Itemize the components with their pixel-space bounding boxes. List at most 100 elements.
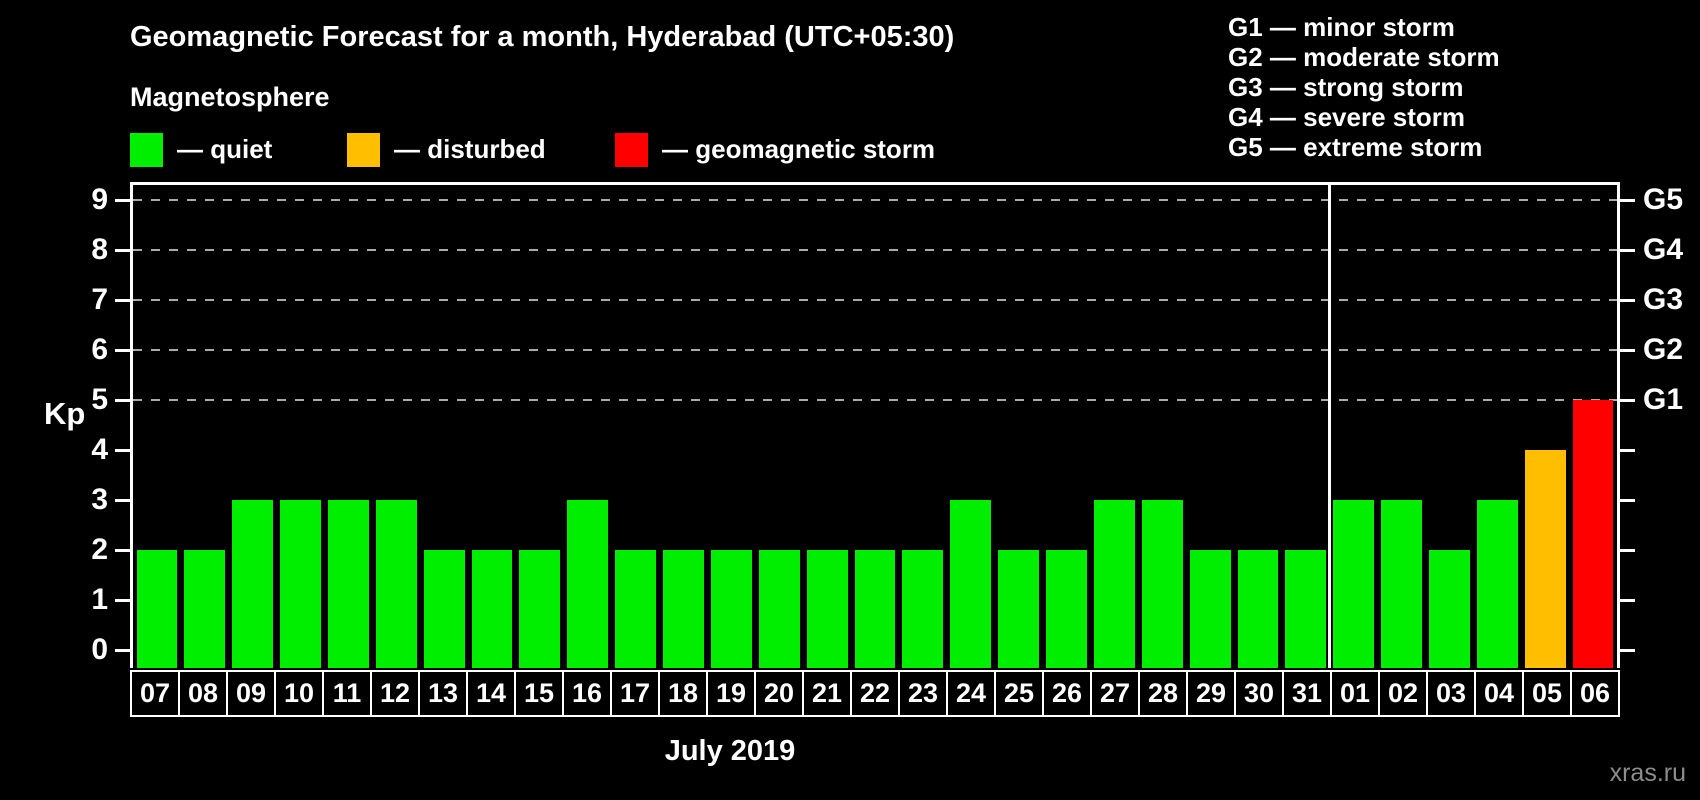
gridline-kp7 xyxy=(133,299,1617,301)
day-label: 26 xyxy=(1042,670,1092,717)
bar xyxy=(136,550,178,668)
bar xyxy=(1524,450,1566,668)
y-tick-label: 9 xyxy=(91,183,108,216)
bar xyxy=(1141,500,1183,668)
y-axis-tick xyxy=(115,648,130,652)
watermark: xras.ru xyxy=(1609,759,1686,787)
day-label: 18 xyxy=(658,670,708,717)
quiet-color-swatch xyxy=(130,132,163,167)
y-axis-tick xyxy=(115,198,130,202)
g-level-label: G1 xyxy=(1643,383,1684,416)
y-axis-tick xyxy=(115,548,130,552)
storm-label: — geomagnetic storm xyxy=(662,134,936,164)
bar xyxy=(902,550,944,668)
g-level-label: G5 xyxy=(1643,183,1684,216)
y-axis-tick-right xyxy=(1620,348,1635,352)
bar xyxy=(232,500,274,668)
magnetosphere-legend-heading: Magnetosphere xyxy=(130,82,330,112)
legend-item-disturbed: — disturbed xyxy=(347,131,546,168)
bar xyxy=(1572,400,1614,668)
storm-color-swatch xyxy=(615,132,648,167)
bar xyxy=(375,500,417,668)
bar xyxy=(615,550,657,668)
quiet-label: — quiet xyxy=(177,134,273,164)
bar xyxy=(280,500,321,668)
bar xyxy=(567,500,609,668)
plot-area: 0 1 2 3 4 5 6 7 8 9 G1 G2 G3 G4 G5 07 08 09 10 11 12 13 14 15 16… xyxy=(91,182,1683,717)
y-axis-tick xyxy=(115,448,130,452)
y-tick-label: 0 xyxy=(91,633,108,666)
bar xyxy=(423,550,465,668)
y-tick-label: 2 xyxy=(91,533,108,566)
day-label: 16 xyxy=(562,670,612,717)
gridline-kp9 xyxy=(133,199,1617,201)
g3-legend-line: G3 — strong storm xyxy=(1228,72,1464,102)
day-label: 15 xyxy=(514,670,564,717)
g-level-label: G2 xyxy=(1643,333,1684,366)
y-tick-label: 8 xyxy=(91,233,108,266)
bar xyxy=(1093,500,1135,668)
y-axis-tick xyxy=(115,298,130,302)
g2-legend-line: G2 — moderate storm xyxy=(1228,42,1500,72)
y-tick-label: 4 xyxy=(91,433,108,466)
g-scale-legend: G1 — minor storm G2 — moderate storm G3 … xyxy=(1228,12,1500,162)
day-label: 05 xyxy=(1522,670,1572,717)
bar xyxy=(1285,550,1327,668)
day-label: 06 xyxy=(1570,670,1620,717)
bar xyxy=(806,550,848,668)
bar xyxy=(327,500,369,668)
day-label: 20 xyxy=(754,670,804,717)
day-label: 04 xyxy=(1474,670,1524,717)
g-level-label: G4 xyxy=(1643,233,1684,266)
day-label: 27 xyxy=(1090,670,1140,717)
y-axis-tick-right xyxy=(1620,448,1635,452)
day-label: 01 xyxy=(1330,670,1380,717)
day-label: 31 xyxy=(1282,670,1332,717)
legend-item-storm: — geomagnetic storm xyxy=(615,131,935,168)
y-axis-tick xyxy=(115,398,130,402)
y-axis-tick-right xyxy=(1620,548,1635,552)
gridline-kp5 xyxy=(133,399,1617,401)
y-axis-tick xyxy=(115,348,130,352)
bar xyxy=(1189,550,1231,668)
bar xyxy=(710,550,752,668)
bar xyxy=(1237,550,1279,668)
bar xyxy=(758,550,800,668)
day-label: 19 xyxy=(706,670,756,717)
day-label: 07 xyxy=(130,670,180,717)
day-label: 10 xyxy=(274,670,324,717)
g1-legend-line: G1 — minor storm xyxy=(1228,12,1455,42)
day-label: 09 xyxy=(226,670,276,717)
y-axis-title: Kp xyxy=(44,396,86,431)
y-axis-tick-right xyxy=(1620,298,1635,302)
bar xyxy=(1476,500,1518,668)
y-axis-tick-right xyxy=(1620,198,1635,202)
page-title: Geomagnetic Forecast for a month, Hydera… xyxy=(130,21,955,53)
y-axis-tick-right xyxy=(1620,248,1635,252)
bar xyxy=(1333,500,1375,668)
x-axis-day-band: 07 08 09 10 11 12 13 14 15 16 17 18 19 20 21 22 23 24 25 26… xyxy=(130,670,1620,717)
bar xyxy=(950,500,992,668)
day-label: 13 xyxy=(418,670,468,717)
y-axis-tick xyxy=(115,248,130,252)
y-axis-tick xyxy=(115,598,130,602)
bar xyxy=(854,550,896,668)
y-axis-tick-right xyxy=(1620,498,1635,502)
day-label: 12 xyxy=(370,670,420,717)
day-label: 24 xyxy=(946,670,996,717)
legend-item-quiet: — quiet xyxy=(130,131,272,168)
bar xyxy=(471,550,513,668)
day-label: 17 xyxy=(610,670,660,717)
y-axis-tick-right xyxy=(1620,398,1635,402)
y-axis-tick-right xyxy=(1620,598,1635,602)
month-divider xyxy=(1328,185,1332,668)
day-label: 28 xyxy=(1138,670,1188,717)
y-axis-tick-right xyxy=(1620,648,1635,652)
day-label: 25 xyxy=(994,670,1044,717)
day-label: 23 xyxy=(898,670,948,717)
y-tick-label: 6 xyxy=(91,333,108,366)
day-label: 29 xyxy=(1186,670,1236,717)
g-level-label: G3 xyxy=(1643,283,1684,316)
y-tick-label: 5 xyxy=(91,383,108,416)
bar xyxy=(519,550,561,668)
